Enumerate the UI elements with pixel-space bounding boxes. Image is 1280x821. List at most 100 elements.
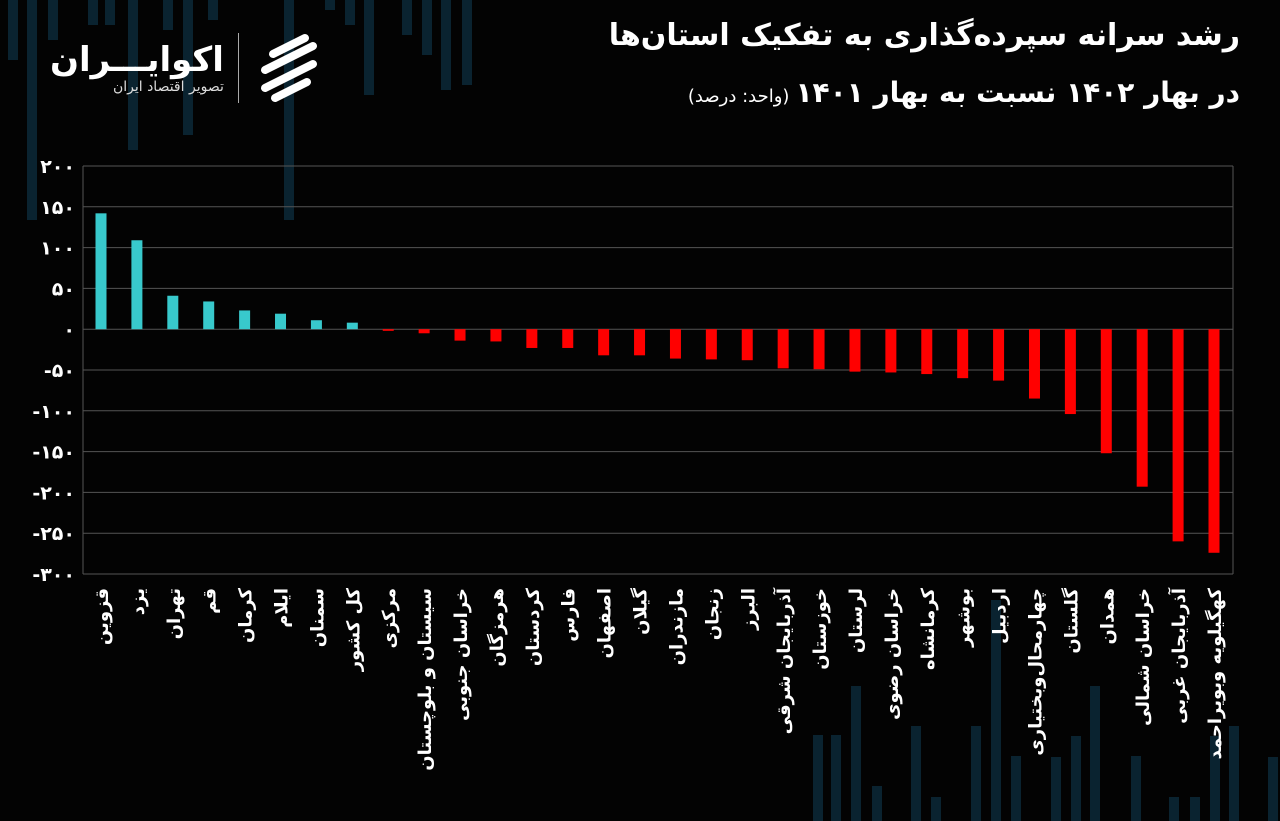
- x-tick-label: البرز: [738, 588, 759, 631]
- x-tick-label: یزد: [128, 588, 149, 615]
- bar: [849, 329, 861, 372]
- decorative-bar: [208, 0, 218, 20]
- decorative-bar: [462, 0, 472, 85]
- decorative-bar: [105, 0, 115, 25]
- x-tick-label: کرمانشاه: [918, 587, 939, 670]
- decorative-bar: [1169, 797, 1179, 821]
- bar: [634, 329, 646, 356]
- bar: [777, 329, 789, 369]
- y-tick-label: -۵۰: [44, 360, 75, 382]
- bar: [562, 329, 574, 348]
- bar: [275, 313, 287, 330]
- decorative-bar: [128, 0, 138, 150]
- x-tick-label: کهگیلویه وبویراحمد: [1204, 587, 1226, 759]
- decorative-bar: [1190, 797, 1200, 821]
- x-tick-label: ایلام: [272, 588, 293, 628]
- chart-title-line1: رشد سرانه سپرده‌گذاری به تفکیک استان‌ها: [608, 18, 1240, 53]
- x-tick-label: لرستان: [846, 588, 867, 653]
- decorative-bar: [1210, 736, 1220, 821]
- x-tick-label: کرمان: [236, 587, 257, 642]
- bar: [95, 213, 107, 330]
- bar: [1100, 329, 1112, 454]
- y-tick-label: ۱۰۰: [40, 238, 75, 260]
- chart-title-line2: در بهار ۱۴۰۲ نسبت به بهار ۱۴۰۱(واحد: درص…: [688, 76, 1240, 109]
- bar: [1064, 329, 1076, 415]
- x-tick-label: خراسان جنوبی: [451, 588, 472, 721]
- y-tick-label: -۱۰۰: [32, 401, 75, 423]
- bar: [239, 310, 251, 330]
- decorative-bar: [402, 0, 412, 35]
- decorative-bar: [1131, 756, 1141, 821]
- x-tick-label: مرکزی: [379, 588, 400, 649]
- x-tick-label: هرمزگان: [486, 588, 508, 667]
- decorative-bar: [364, 0, 374, 95]
- bar: [310, 320, 322, 330]
- x-tick-label: خراسان شمالی: [1133, 588, 1154, 726]
- y-tick-label: -۳۰۰: [32, 564, 75, 586]
- y-tick-label: ۵۰: [52, 278, 75, 300]
- bar: [957, 329, 969, 379]
- x-tick-label: زنجان: [702, 588, 723, 640]
- bar: [993, 329, 1005, 381]
- x-tick-label: آذربایجان شرقی: [772, 587, 795, 734]
- decorative-bar: [813, 735, 823, 821]
- y-tick-label: ۰: [63, 319, 75, 341]
- x-tick-label: چهارمحال‌وبختیاری: [1025, 588, 1046, 756]
- x-tick-label: سمنان: [307, 588, 328, 647]
- x-tick-label: همدان: [1097, 588, 1118, 644]
- x-tick-label: کردستان: [523, 587, 544, 666]
- x-tick-label: اصفهان: [595, 588, 616, 659]
- decorative-bar: [991, 600, 1001, 821]
- unit-note: (واحد: درصد): [687, 86, 790, 107]
- x-tick-label: قزوین: [92, 588, 113, 645]
- bar: [1172, 329, 1184, 542]
- bar: [598, 329, 610, 356]
- decorative-bar: [183, 0, 193, 135]
- logo-mark-icon: [260, 34, 317, 102]
- x-tick-label: سیستان و بلوچستان: [415, 588, 436, 771]
- decorative-bar: [441, 0, 451, 90]
- x-tick-label: خوزستان: [810, 588, 831, 670]
- bar: [131, 240, 143, 330]
- bar: [1136, 329, 1148, 487]
- decorative-bar: [911, 726, 921, 821]
- decorative-bar: [971, 726, 981, 821]
- decorative-bar: [8, 0, 18, 60]
- bar: [346, 322, 358, 330]
- bar: [741, 329, 753, 361]
- x-tick-label: گیلان: [630, 587, 652, 634]
- bar: [705, 329, 717, 360]
- x-tick-label: قم: [200, 588, 221, 614]
- x-tick-label: اردبیل: [990, 588, 1011, 644]
- decorative-bar: [872, 786, 882, 821]
- decorative-bar: [1268, 757, 1278, 821]
- chart-subtitle: در بهار ۱۴۰۲ نسبت به بهار ۱۴۰۱: [795, 76, 1240, 109]
- bar: [669, 329, 681, 359]
- y-tick-label: ۱۵۰: [40, 197, 75, 219]
- x-tick-label: فارس: [559, 588, 580, 642]
- x-tick-label: مازندران: [666, 588, 687, 665]
- bar: [167, 295, 179, 330]
- x-tick-label: بوشهر: [954, 588, 975, 648]
- bar: [490, 329, 502, 342]
- bar: [813, 329, 825, 370]
- decorative-bar: [88, 0, 98, 25]
- bar: [526, 329, 538, 348]
- decorative-bar: [1011, 756, 1021, 821]
- x-tick-label: کل کشور: [343, 587, 364, 672]
- logo-name: اکوایـــران: [50, 40, 224, 80]
- x-tick-label: گلستان: [1060, 587, 1082, 653]
- decorative-bar: [931, 797, 941, 821]
- logo-tagline: تصویر اقتصاد ایران: [112, 79, 224, 95]
- y-tick-label: ۲۰۰: [40, 156, 75, 178]
- decorative-bar: [345, 0, 355, 25]
- logo-divider: [237, 33, 239, 103]
- decorative-bar: [851, 686, 861, 821]
- y-tick-label: -۱۵۰: [32, 442, 75, 464]
- decorative-bar: [422, 0, 432, 55]
- bar: [921, 329, 933, 375]
- decorative-bar: [1071, 736, 1081, 821]
- bar: [1028, 329, 1040, 399]
